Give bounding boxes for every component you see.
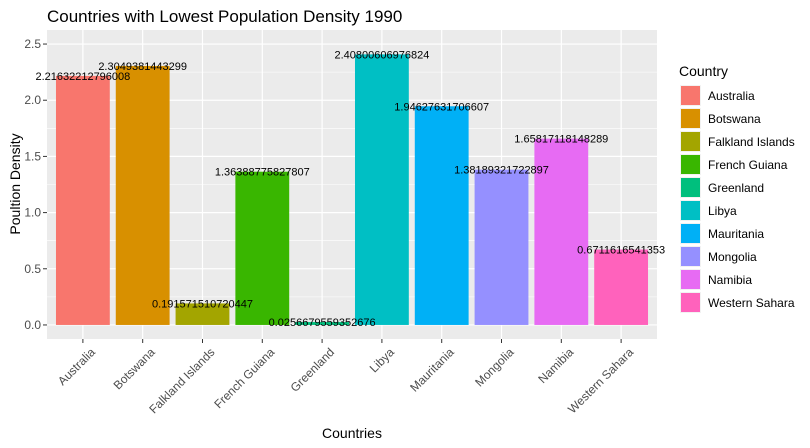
- data-label: 2.3049381443299: [98, 61, 187, 73]
- bars: [55, 54, 649, 325]
- x-axis-title: Countries: [322, 425, 382, 441]
- data-label: 1.94627631706607: [394, 101, 489, 113]
- x-tick-label: Mongolia: [472, 345, 517, 390]
- legend-swatch: [681, 132, 700, 151]
- data-label: 0.6711616541353: [577, 245, 665, 257]
- y-tick-label: 1.0: [24, 206, 41, 220]
- legend-swatch: [681, 270, 700, 289]
- legend-label: Botswana: [708, 112, 761, 126]
- bar-botswana: [115, 65, 170, 325]
- data-label: 2.21632212796008: [35, 71, 130, 83]
- legend-label: Namibia: [708, 273, 752, 287]
- legend-label: Western Sahara: [708, 296, 795, 310]
- data-label: 0.191571510720447: [152, 298, 253, 310]
- y-tick-label: 0.5: [24, 262, 41, 276]
- bar-mauritania: [414, 106, 469, 325]
- legend-title: Country: [679, 63, 728, 79]
- y-tick-label: 2.5: [24, 37, 41, 51]
- x-tick-label: Namibia: [535, 345, 576, 386]
- legend-swatch: [681, 155, 700, 174]
- legend-swatch: [681, 224, 700, 243]
- legend-items: Australia Botswana Falkland Islands French …: [680, 85, 795, 313]
- x-tick-label: Mauritania: [407, 345, 457, 395]
- y-tick-label: 0.0: [24, 318, 41, 332]
- legend-label: Libya: [708, 204, 737, 218]
- x-tick-label: Greenland: [288, 345, 338, 395]
- x-tick-label: Falkland Islands: [146, 345, 217, 416]
- x-tick-label: Libya: [367, 345, 397, 375]
- legend-label: Mauritania: [708, 227, 764, 241]
- legend-label: Australia: [708, 89, 755, 103]
- legend-label: Mongolia: [708, 250, 757, 264]
- bar-french-guiana: [235, 171, 290, 325]
- chart-title: Countries with Lowest Population Density…: [47, 7, 402, 26]
- data-label: 2.40800606976824: [334, 49, 429, 61]
- data-label: 1.38189321722897: [454, 165, 549, 177]
- legend-swatch: [681, 109, 700, 128]
- legend-swatch: [681, 86, 700, 105]
- bar-greenland: [295, 322, 350, 325]
- bar-australia: [55, 75, 110, 325]
- bar-western-sahara: [594, 249, 649, 325]
- data-label: 1.36388775827807: [215, 167, 310, 179]
- legend-swatch: [681, 178, 700, 197]
- y-axis-title: Poultion Density: [7, 133, 23, 234]
- x-tick-label: French Guiana: [211, 345, 277, 411]
- legend-label: Greenland: [708, 181, 764, 195]
- legend-swatch: [681, 247, 700, 266]
- y-tick-label: 1.5: [24, 149, 41, 163]
- legend-swatch: [681, 293, 700, 312]
- bar-mongolia: [474, 169, 529, 325]
- y-axis: 0.0 0.5 1.0 1.5 2.0 2.5: [24, 37, 47, 332]
- legend: Country Australia Botswana Falkland Island…: [679, 63, 795, 313]
- bar-namibia: [534, 138, 589, 325]
- x-tick-label: Australia: [55, 345, 98, 388]
- bar-libya: [354, 54, 409, 325]
- bar-falkland-islands: [175, 303, 230, 325]
- data-label: 0.0256679559352676: [269, 317, 376, 329]
- x-tick-label: Botswana: [111, 345, 158, 392]
- legend-label: French Guiana: [708, 158, 788, 172]
- y-tick-label: 2.0: [24, 93, 41, 107]
- legend-swatch: [681, 201, 700, 220]
- legend-label: Falkland Islands: [708, 135, 795, 149]
- data-label: 1.65817118148289: [514, 134, 608, 146]
